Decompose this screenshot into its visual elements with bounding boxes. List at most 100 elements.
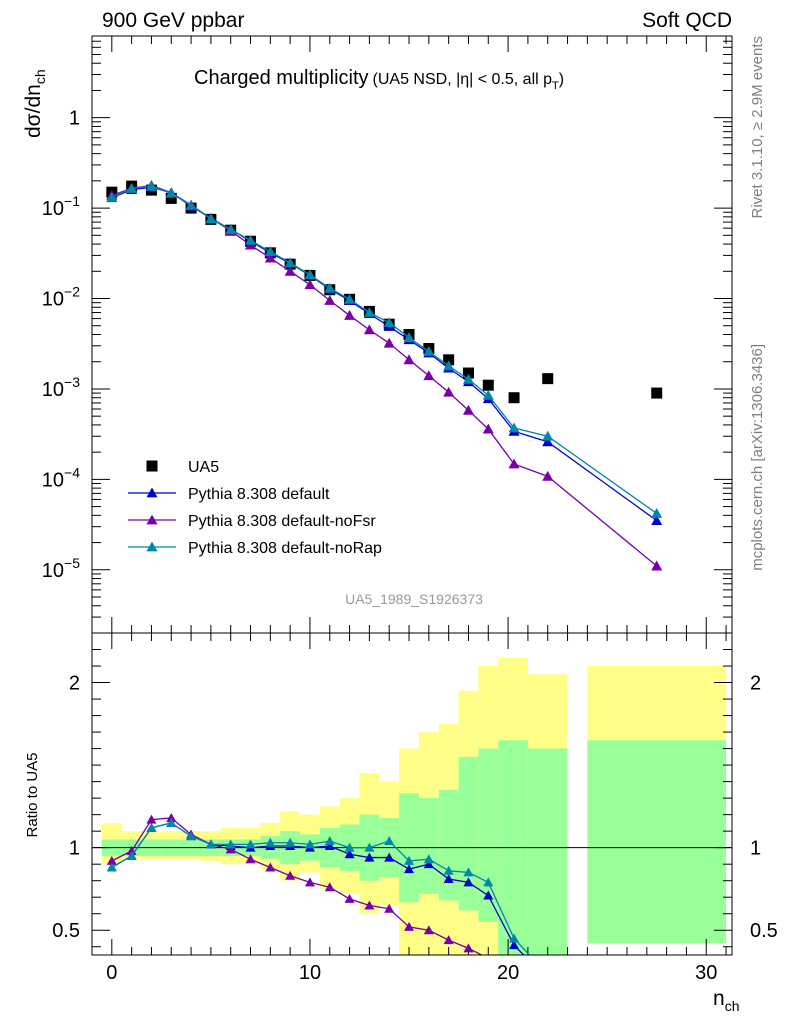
x-axis-label-sub: ch [725, 998, 740, 1014]
ratio-point [146, 814, 157, 824]
ratio-frame [91, 632, 733, 956]
main-y-tick-label: 10−1 [42, 193, 80, 220]
ratio-point [463, 867, 474, 877]
ratio-point [225, 844, 236, 854]
ratio-band-inner [418, 798, 439, 894]
ratio-y-label: Ratio to UA5 [24, 752, 41, 837]
data-point [363, 324, 375, 335]
ratio-point [285, 837, 296, 847]
data-point [284, 257, 296, 268]
data-point [651, 387, 663, 399]
main-title: Charged multiplicity (UA5 NSD, |η| < 0.5,… [194, 67, 564, 92]
data-point [508, 392, 520, 404]
data-point [443, 360, 455, 371]
ratio-point [265, 837, 276, 847]
legend-label: Pythia 8.308 default [188, 486, 330, 503]
tick-base: 10 [42, 469, 64, 491]
ratio-point [364, 842, 375, 852]
x-tick-label: 10 [299, 962, 321, 984]
data-point [423, 345, 435, 356]
ratio-point [225, 839, 236, 849]
ratio-point [652, 1000, 662, 1009]
ratio-band-inner [478, 748, 499, 922]
data-point [443, 386, 455, 397]
data-point [443, 354, 455, 366]
ratio-y-tick-label: 2 [69, 673, 80, 695]
main-y-label: dσ/dnch [22, 69, 48, 138]
ratio-point [384, 903, 395, 913]
data-point [126, 182, 138, 193]
legend-label: Pythia 8.308 default-noFsr [188, 513, 376, 530]
x-tick-label: 20 [497, 962, 519, 984]
ratio-point [205, 839, 216, 849]
ratio-y-tick-label-right: 0.5 [750, 920, 778, 942]
ratio-point [543, 970, 553, 979]
tick-exponent: −5 [64, 555, 80, 571]
ratio-point [652, 1006, 662, 1015]
main-series-3 [106, 180, 663, 518]
ratio-point [186, 831, 197, 841]
data-point [462, 367, 474, 379]
x-axis-label-text: n [713, 987, 725, 1010]
ratio-point [652, 1001, 662, 1010]
main-y-tick-label: 10−2 [42, 284, 80, 311]
tick-exponent: −3 [64, 374, 80, 390]
legend-entry: UA5 [146, 459, 219, 476]
data-point [324, 295, 336, 305]
ratio-point [146, 822, 157, 832]
ratio-band-inner [587, 740, 727, 944]
tick-base: 10 [42, 379, 64, 401]
data-point [264, 252, 276, 263]
ratio-point [384, 852, 395, 862]
tick-exponent: −1 [64, 193, 80, 209]
ratio-point [324, 841, 335, 851]
main-title-sub: (UA5 NSD, |η| < 0.5, all p [373, 71, 553, 88]
ratio-point [483, 890, 494, 900]
ratio-point [285, 870, 296, 880]
data-point [542, 373, 554, 385]
ratio-point [324, 882, 335, 892]
data-point [185, 199, 197, 210]
data-point [145, 180, 157, 191]
ratio-y-tick-label: 0.5 [52, 920, 80, 942]
legend-entry: Pythia 8.308 default-noFsr [128, 513, 376, 530]
ratio-band-inner [438, 789, 459, 901]
header-left: 900 GeV ppbar [102, 9, 244, 32]
data-point [205, 213, 217, 224]
series-line [111, 184, 658, 567]
data-point [403, 332, 415, 342]
data-point [165, 192, 177, 204]
data-point [324, 282, 336, 293]
ratio-point [304, 839, 315, 849]
data-point [508, 458, 520, 469]
ratio-panel: 0 10 20 30 0.5 0.5 1 1 2 2 Ratio to UA5 nch [24, 632, 778, 1015]
x-tick-label: 0 [106, 962, 117, 984]
data-point [383, 317, 395, 328]
data-point [462, 404, 474, 415]
data-point [106, 191, 118, 202]
data-point [423, 370, 435, 381]
ratio-point [304, 877, 315, 887]
main-y-tick-label: 10−4 [42, 464, 80, 491]
legend-marker [146, 541, 158, 552]
ratio-point [423, 854, 434, 864]
data-point [304, 269, 316, 280]
data-point [651, 507, 663, 518]
ratio-point [344, 893, 355, 903]
ratio-point [443, 865, 454, 875]
legend-marker [146, 460, 158, 472]
ratio-point [543, 995, 553, 1004]
main-y-label-sub: ch [32, 69, 48, 84]
ratio-point [384, 836, 395, 846]
ratio-point [106, 862, 117, 872]
ratio-point [364, 852, 375, 862]
data-point [542, 436, 554, 447]
data-point [482, 389, 494, 400]
data-point [482, 423, 494, 434]
ratio-point [404, 864, 415, 874]
ratio-y-tick-label-right: 2 [750, 673, 761, 695]
data-point [165, 187, 177, 198]
ratio-point [543, 975, 553, 984]
x-tick-label: 30 [695, 962, 717, 984]
